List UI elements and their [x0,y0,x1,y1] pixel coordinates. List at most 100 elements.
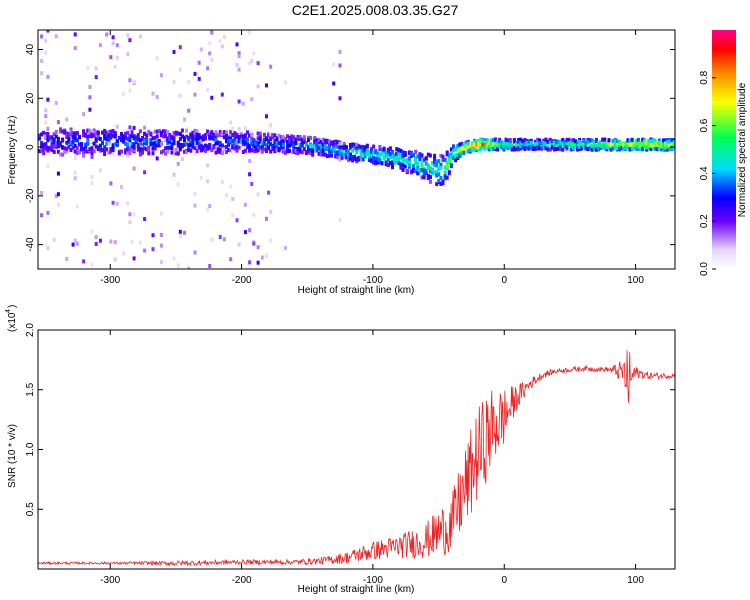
spectrogram-cell [218,143,222,148]
spectrogram-cell [180,144,184,149]
spectrogram-cell [243,141,247,146]
spectrogram-cell [437,178,441,183]
spectrogram-cell [468,148,472,153]
spectrogram-cell [189,140,193,145]
spectrogram-cell [256,136,260,141]
spectrogram-cell [624,141,628,146]
spectrogram-cell [82,259,86,264]
spectrogram-cell [145,147,149,152]
spectrogram-cell [178,93,182,98]
spectrogram-cell [56,120,60,125]
spectrogram-cell [42,146,46,151]
spectrogram-cell [237,99,241,104]
spectrogram-cell [90,229,94,234]
spectrogram-cell [237,135,241,139]
spectrogram-cell [227,138,231,143]
spectrogram-cell [82,147,86,152]
spectrogram-x-tick-label: -200 [232,275,252,286]
spectrogram-cell [599,140,603,145]
spectrogram-cell [185,134,189,139]
spectrogram-cell [269,142,273,147]
spectrogram-cell [220,143,224,148]
spectrogram-cell [452,148,455,153]
spectrogram-cell [237,138,241,143]
spectrogram-cell [56,192,60,197]
spectrogram-cell [92,130,96,135]
spectrogram-cell [288,140,292,145]
spectrogram-cell [641,140,645,145]
spectrogram-cell [199,175,203,180]
spectrogram-cell [105,32,109,37]
spectrogram-cell [431,161,434,166]
spectrogram-cell [483,142,487,147]
spectrogram-cell [183,230,186,235]
spectrogram-cell [103,128,107,133]
spectrogram-cell [645,147,649,152]
spectrogram-cell [187,143,191,148]
spectrogram-cell [489,139,493,144]
spectrogram-cell [206,129,210,134]
spectrogram-cell [420,175,424,180]
spectrogram-cell [624,145,628,150]
spectrogram-cell [618,147,621,152]
spectrogram-cell [332,142,336,147]
spectrogram-cell [515,147,518,152]
spectrogram-cell [338,217,342,222]
spectrogram-cell [210,30,214,34]
spectrogram-cell [393,153,397,158]
spectrogram-cell [510,143,514,148]
spectrogram-cell [370,157,373,162]
spectrogram-cell [496,147,500,152]
spectrogram-cell [283,246,287,251]
spectrogram-cell [212,133,216,137]
spectrogram-cell [615,143,619,147]
spectrogram-cell [252,212,256,217]
spectrogram-cell [548,140,552,145]
spectrogram-cell [138,147,142,152]
spectrogram-cell [302,137,306,142]
spectrogram-cell [75,150,79,155]
spectrogram-cell [128,125,132,130]
spectrogram-cell [73,32,77,37]
spectrogram-cell [477,139,481,143]
spectrogram-cell [573,142,577,147]
spectrogram-cell [517,146,521,150]
spectrogram-cell [147,146,151,151]
snr-y-tick-label: 0.5 [25,502,36,516]
snr-y-tick-label: 1.5 [25,382,36,396]
spectrogram-cell [307,150,310,155]
spectrogram-cell [109,133,113,138]
spectrogram-cell [622,142,626,147]
spectrogram-cell [178,234,182,239]
spectrogram-cell [267,133,271,138]
spectrogram-cell [428,175,432,179]
spectrogram-cell [153,129,157,134]
spectrogram-cell [222,146,226,151]
spectrogram-cell [412,153,416,157]
spectrogram-cell [666,147,670,152]
spectrogram-cell [410,151,413,156]
spectrogram-cell [73,156,77,160]
spectrogram-cell [187,266,191,269]
spectrogram-cell [199,47,203,52]
spectrogram-cell [273,133,277,138]
spectrogram-cell [603,137,607,142]
spectrogram-cell [111,148,115,153]
spectrogram-cell [449,155,453,160]
spectrogram-cell [222,130,226,135]
spectrogram-cell [592,146,596,151]
spectrogram-cell [370,147,373,152]
spectrogram-cell [395,147,399,152]
spectrogram-cell [241,145,245,150]
spectrogram-cell [103,149,107,154]
spectrogram-cell [237,145,241,150]
spectrogram-cell [101,130,104,135]
spectrogram-cell [294,141,298,146]
spectrogram-cell [124,135,128,140]
spectrogram-cell [538,141,542,146]
spectrogram-cell [183,149,186,154]
spectrogram-cell [662,138,666,143]
spectrogram-cell [546,145,550,150]
spectrogram-cell [250,182,254,186]
spectrogram-cell [601,137,605,142]
